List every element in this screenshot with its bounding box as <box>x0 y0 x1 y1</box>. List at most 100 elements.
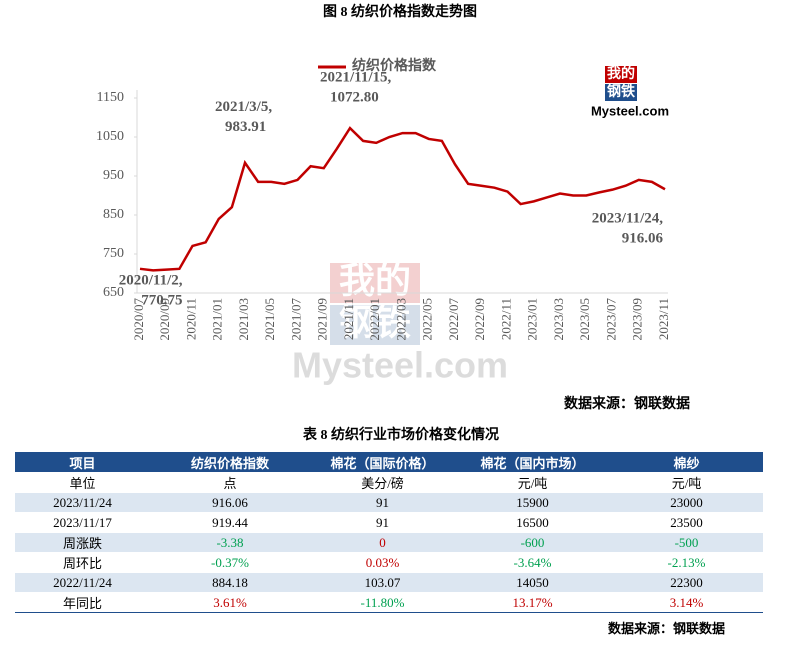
x-tick-label: 2021/09 <box>315 298 330 341</box>
table-cell: 16500 <box>516 514 549 530</box>
y-tick-label: 850 <box>103 207 124 222</box>
table-cell: 13.17% <box>512 594 553 610</box>
header-cell: 纺织价格指数 <box>150 452 310 473</box>
data-label: 1072.80 <box>330 90 379 106</box>
chart-title: 图 8 纺织价格指数走势图 <box>323 3 477 20</box>
table-row: 年同比 3.61% -11.80% 13.17% 3.14% <box>15 593 763 613</box>
table: 项目 纺织价格指数 棉花（国际价格） 棉花（国内市场） 棉纱 单位点美分/磅 元/吨 元/吨 2… <box>15 452 763 613</box>
y-tick-label: 950 <box>103 168 124 183</box>
x-tick-label: 2022/03 <box>393 298 408 341</box>
table-cell: 23500 <box>670 514 703 530</box>
x-tick-label: 2021/07 <box>288 298 303 341</box>
x-tick-label: 2022/07 <box>446 298 461 341</box>
table-row: 2023/11/24 916.06 91 15900 23000 <box>15 492 763 513</box>
table-cell: 0 <box>310 532 455 553</box>
x-tick-label: 2021/11 <box>341 298 356 340</box>
annotation: 2023/11/24, <box>592 211 664 227</box>
logo-top: 我的 <box>607 65 635 82</box>
x-tick-label: 2020/07 <box>131 298 146 341</box>
table-cell: 3.61% <box>213 594 247 610</box>
table-cell: 周涨跌 <box>15 532 150 553</box>
header-cell: 棉花（国际价格） <box>310 452 455 473</box>
table-cell: 2022/11/24 <box>15 572 150 593</box>
y-tick-label: 750 <box>103 246 124 261</box>
table-cell: 2023/11/17 <box>53 514 112 530</box>
y-tick-label: 650 <box>103 285 124 300</box>
table-cell: 22300 <box>610 572 763 593</box>
table-cell: 元/吨 <box>517 476 548 491</box>
legend-label: 纺织价格指数 <box>352 57 437 74</box>
x-tick-label: 2023/03 <box>551 298 566 341</box>
table-cell: 元/吨 <box>671 476 702 491</box>
table-cell: 0.03% <box>365 554 400 570</box>
table-cell: 周环比 <box>62 556 102 571</box>
x-tick-label: 2021/05 <box>262 298 277 341</box>
table-cell: 点 <box>223 476 237 491</box>
table-row: 2022/11/24 884.18 103.07 14050 22300 <box>15 572 763 593</box>
data-label: 770.75 <box>141 292 182 308</box>
y-tick-label: 1150 <box>97 90 124 105</box>
table-cell: 884.18 <box>150 572 310 593</box>
source: 数据来源：钢联数据 <box>564 395 690 412</box>
x-tick-label: 2023/11 <box>656 298 671 340</box>
header-cell: 棉花（国内市场） <box>455 452 610 473</box>
table-cell: 23000 <box>610 492 763 513</box>
table-cell: 919.44 <box>212 514 248 530</box>
header-cell: 项目 <box>15 452 150 473</box>
logo: 我的 钢铁 Mysteel.com <box>591 65 669 118</box>
watermark: 我的 钢铁 Mysteel.com <box>292 260 508 385</box>
table-cell: 2023/11/24 <box>15 492 150 513</box>
table-row: 周环比 -0.37% 0.03% -3.64% -2.13% <box>15 553 763 573</box>
watermark-top: 我的 <box>339 260 411 300</box>
table-cell: -2.13% <box>667 554 706 570</box>
x-tick-label: 2023/05 <box>577 298 592 341</box>
x-tick-label: 2021/01 <box>210 298 225 341</box>
table-row: 2023/11/17 919.44 91 16500 23500 <box>15 513 763 533</box>
line <box>139 126 666 272</box>
table-title: 表 8 纺织行业市场价格变化情况 <box>303 428 499 443</box>
x-tick-label: 2020/09 <box>157 298 172 341</box>
logo-bottom: 钢铁 <box>607 83 635 100</box>
data-label: 916.06 <box>622 231 664 247</box>
header-cell: 棉纱 <box>610 452 763 473</box>
y-tick-label: 1050 <box>96 129 124 144</box>
table-cell: 91 <box>310 492 455 513</box>
table-cell: -3.38 <box>150 532 310 553</box>
x-tick-label: 2023/07 <box>603 298 618 341</box>
table-cell: 年同比 <box>62 596 102 611</box>
x-tick-label: 2022/09 <box>472 298 487 341</box>
x-tick-label: 2021/03 <box>236 298 251 341</box>
data-label: 983.91 <box>225 119 266 135</box>
table-row: 单位 点 美分/磅 元/吨 元/吨 <box>15 473 763 493</box>
annotation: 2021/11/15, <box>320 70 392 86</box>
table-row: 周涨跌 -3.38 0 -600 -500 <box>15 532 763 553</box>
table-cell: 916.06 <box>150 492 310 513</box>
table-cell: -600 <box>455 532 610 553</box>
table-cell: -11.80% <box>360 594 405 610</box>
table-cell: 103.07 <box>310 572 455 593</box>
table-cell: -3.64% <box>513 554 552 570</box>
table-cell: -0.37% <box>211 554 249 570</box>
table-cell: 单位 <box>69 476 96 491</box>
watermark-bottom: 钢铁 <box>339 302 411 342</box>
x-tick-label: 2022/01 <box>367 298 382 341</box>
table-cell: 91 <box>376 514 389 530</box>
logo-brand: Mysteel.com <box>591 103 669 118</box>
x-tick-label: 2022/05 <box>420 298 435 341</box>
header-row: 项目 纺织价格指数 棉花（国际价格） 棉花（国内市场） 棉纱 <box>15 452 763 473</box>
watermark-brand: Mysteel.com <box>292 345 508 386</box>
table-cell: 3.14% <box>669 594 704 610</box>
table-cell: 14050 <box>455 572 610 593</box>
x-tick-label: 2022/11 <box>498 298 513 340</box>
annotation: 2021/3/5, <box>215 99 272 115</box>
x-tick-label: 2023/09 <box>630 298 645 341</box>
table-cell: 美分/磅 <box>361 476 404 491</box>
annotation: 2020/11/2, <box>119 272 183 288</box>
table-cell: -500 <box>610 532 763 553</box>
x-tick-label: 2020/11 <box>183 298 198 340</box>
table-source: 数据来源：钢联数据 <box>607 621 725 636</box>
table-cell: 15900 <box>455 492 610 513</box>
x-tick-label: 2023/01 <box>525 298 540 341</box>
chart: 图 8 纺织价格指数走势图 纺织价格指数 我的 钢铁 Mysteel.com 我… <box>96 3 690 412</box>
